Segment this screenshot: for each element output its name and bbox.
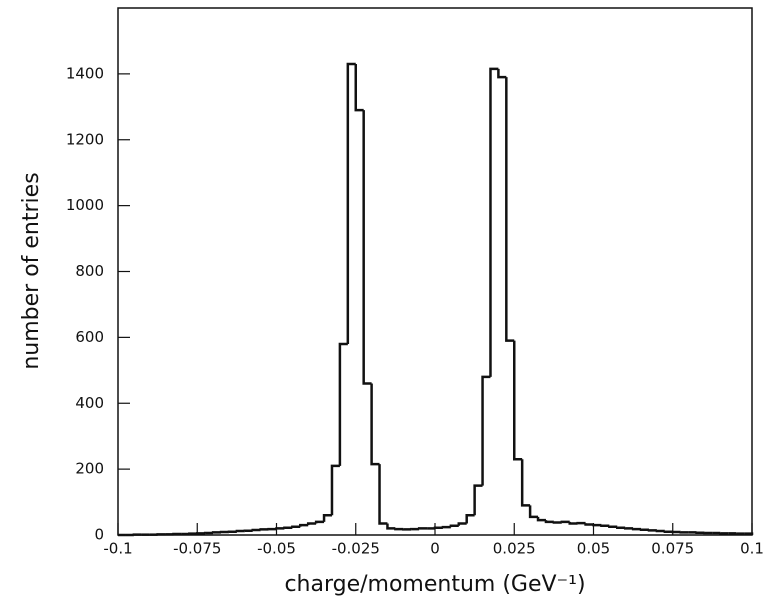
histogram-bin (568, 521, 578, 525)
histogram-bin (655, 529, 665, 533)
x-tick-label: 0.1 (740, 540, 764, 558)
x-tick-label: -0.025 (332, 540, 380, 558)
histogram-bin (647, 529, 657, 532)
x-tick-label: 0.075 (651, 540, 694, 558)
x-axis-title: charge/momentum (GeV⁻¹) (284, 572, 585, 597)
x-tick-label: -0.075 (173, 540, 221, 558)
histogram-bin (433, 526, 443, 530)
histogram-bin (346, 62, 356, 344)
histogram-bin (663, 530, 673, 533)
x-tick-label: 0 (430, 540, 440, 558)
histogram-bin (394, 527, 404, 531)
histogram-bin (314, 520, 325, 524)
histogram-bin (441, 525, 451, 529)
histogram-bin (744, 532, 754, 535)
histogram-bin (536, 516, 546, 522)
histogram-bin (505, 77, 515, 342)
histogram-bin (338, 342, 348, 466)
x-tick-label: 0.05 (577, 540, 610, 558)
y-axis-title: number of entries (19, 172, 44, 369)
histogram-bin (481, 375, 491, 486)
histogram-bin (322, 513, 332, 522)
histogram-bin (520, 459, 531, 507)
histogram-bin (251, 528, 261, 532)
x-tick-label: -0.1 (103, 540, 132, 558)
histogram-bin (528, 505, 539, 519)
y-tick-label: 1200 (66, 130, 104, 148)
histogram-bin (600, 524, 610, 528)
y-tick-label: 800 (75, 262, 104, 280)
histogram-bin (584, 523, 594, 526)
histogram-bin (639, 528, 649, 531)
histogram-bin (449, 524, 459, 528)
histogram-bin (608, 525, 618, 529)
histogram-bin (283, 526, 293, 530)
histogram-bin (378, 464, 388, 525)
histogram-bin (473, 484, 483, 516)
x-tick-label: -0.05 (257, 540, 296, 558)
histogram-bin (616, 526, 626, 530)
histogram-bin (560, 520, 570, 524)
y-tick-label: 1000 (66, 196, 104, 214)
histogram-bin (306, 522, 317, 526)
histogram-bin (592, 523, 602, 527)
histogram-bin (465, 513, 475, 524)
y-tick-label: 1400 (66, 64, 104, 82)
histogram-bin (330, 464, 340, 516)
histogram-bin (386, 523, 396, 530)
histogram-bin (552, 521, 562, 524)
histogram-bin (513, 340, 523, 461)
histogram-bin (417, 527, 428, 530)
histogram-bin (370, 383, 380, 466)
y-tick-label: 200 (75, 460, 104, 478)
histogram-bin (299, 523, 309, 527)
histogram-bin (362, 110, 372, 385)
histogram-bin (291, 525, 301, 529)
histogram-bin (235, 529, 245, 533)
histogram-bin (275, 527, 285, 530)
y-tick-label: 0 (94, 526, 104, 544)
histogram-bin (631, 527, 642, 531)
histogram-bin (623, 527, 634, 530)
y-tick-label: 400 (75, 394, 104, 412)
histogram-bin (211, 531, 222, 534)
histogram-bin (497, 68, 507, 79)
y-tick-label: 600 (75, 328, 104, 346)
histogram-bin (259, 528, 269, 531)
histogram-bin (489, 67, 499, 377)
histogram-bin (544, 520, 554, 524)
x-tick-label: 0.025 (493, 540, 536, 558)
histogram-bin (354, 63, 364, 112)
plot-frame (117, 7, 753, 536)
histogram-bin (457, 522, 467, 526)
